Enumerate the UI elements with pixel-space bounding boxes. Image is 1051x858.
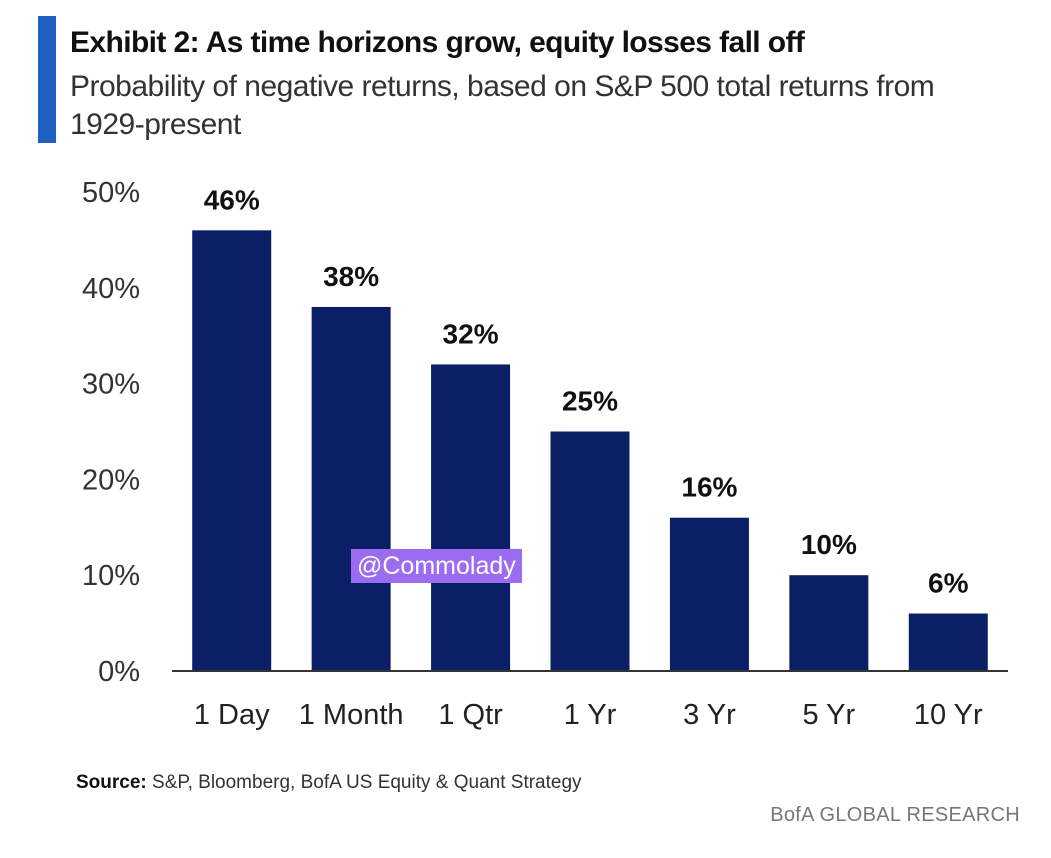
bar [669, 517, 749, 671]
source-note: Source: S&P, Bloomberg, BofA US Equity &… [76, 772, 582, 794]
x-tick-label: 1 Day [194, 699, 270, 731]
data-label: 32% [443, 318, 499, 349]
x-tick-label: 5 Yr [803, 699, 856, 731]
data-label: 16% [681, 472, 737, 503]
data-label: 6% [928, 568, 969, 599]
source-label: Source: [76, 772, 147, 793]
data-label: 10% [801, 529, 857, 560]
bar [311, 306, 391, 671]
x-tick-label: 1 Month [299, 699, 404, 731]
y-tick-label: 0% [98, 656, 140, 688]
bar [789, 575, 869, 671]
brand-footer: BofA GLOBAL RESEARCH [770, 804, 1020, 826]
bar [192, 230, 272, 671]
y-tick-label: 30% [82, 369, 140, 401]
y-tick-label: 10% [82, 560, 140, 592]
data-label: 38% [323, 261, 379, 292]
bar [431, 364, 511, 671]
data-label: 46% [204, 184, 260, 215]
bar [908, 613, 988, 671]
source-text: S&P, Bloomberg, BofA US Equity & Quant S… [152, 772, 582, 793]
x-tick-label: 1 Qtr [438, 699, 503, 731]
y-tick-label: 40% [82, 273, 140, 305]
y-tick-label: 20% [82, 464, 140, 496]
y-tick-label: 50% [82, 177, 140, 209]
watermark-label: @Commolady [351, 549, 522, 583]
x-tick-label: 1 Yr [564, 699, 617, 731]
chart-subtitle: Probability of negative returns, based o… [70, 70, 935, 141]
chart-title: Exhibit 2: As time horizons grow, equity… [70, 26, 805, 59]
data-label: 25% [562, 386, 618, 417]
bar [550, 431, 630, 671]
x-tick-label: 3 Yr [683, 699, 736, 731]
accent-bar [38, 16, 56, 143]
x-tick-label: 10 Yr [914, 699, 983, 731]
